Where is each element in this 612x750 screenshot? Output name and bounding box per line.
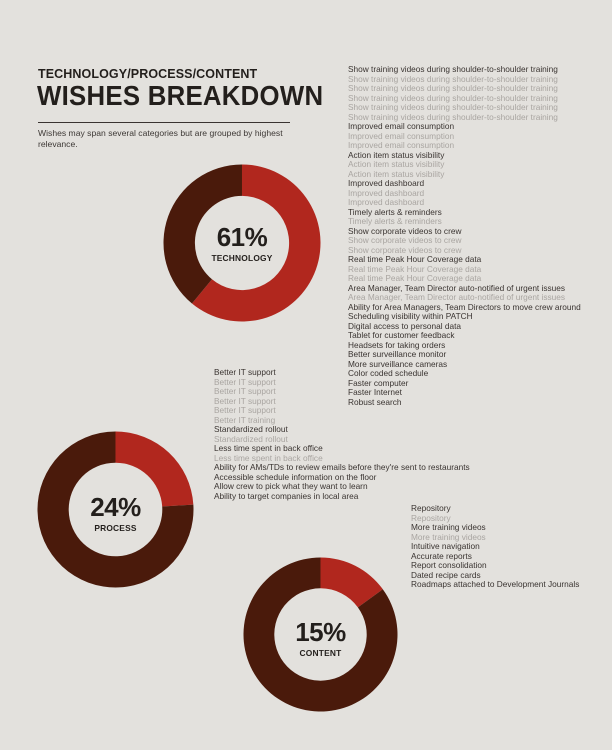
wish-item: Scheduling visibility within PATCH: [348, 311, 473, 321]
wish-item: Allow crew to pick what they want to lea…: [214, 481, 368, 491]
donut-remainder-slice: [37, 431, 194, 588]
wish-item: More surveillance cameras: [348, 358, 448, 369]
wish-item: Action item status visibility: [348, 149, 445, 160]
wish-item: Action item status visibility: [348, 168, 445, 179]
technology-donut-svg: [163, 164, 321, 322]
wish-item: Robust search: [348, 396, 402, 407]
donut-remainder-slice: [243, 557, 398, 712]
process-percent-label: 24%: [90, 492, 141, 522]
wish-item: Action item status visibility: [348, 159, 445, 169]
wish-item: Improved dashboard: [348, 187, 425, 198]
wish-item: Improved email consumption: [348, 121, 455, 131]
wish-item: Ability for Area Managers, Team Director…: [348, 301, 581, 312]
wish-item: Color coded schedule: [348, 368, 429, 378]
wish-item: Improved email consumption: [348, 140, 455, 150]
wish-item: Report consolidation: [411, 560, 487, 570]
wish-item: Accessible schedule information on the f…: [214, 471, 377, 482]
wish-item: Show training videos during shoulder-to-…: [348, 83, 558, 93]
wish-item: Digital access to personal data: [348, 320, 461, 331]
donut-share-slice: [320, 557, 383, 608]
technology-category-label: TECHNOLOGY: [211, 253, 273, 263]
wish-item: Timely alerts & reminders: [348, 206, 442, 217]
process-donut-svg: [37, 431, 194, 588]
content-wish-list: Repository Repository More training videos…: [411, 503, 580, 590]
wish-item: Repository: [411, 512, 451, 523]
wish-item: Headsets for taking orders: [348, 339, 446, 350]
header-subtitle: TECHNOLOGY/PROCESS/CONTENT: [38, 67, 258, 81]
wish-item: Real time Peak Hour Coverage data: [348, 273, 482, 283]
wish-item: Timely alerts & reminders: [348, 216, 442, 226]
wish-item: Show corporate videos to crew: [348, 235, 462, 245]
wish-item: Show corporate videos to crew: [348, 244, 462, 255]
wish-item: Repository: [411, 503, 451, 513]
wish-item: Less time spent in back office: [214, 443, 323, 453]
wish-item: More training videos: [411, 531, 486, 542]
technology-wish-list: Show training videos during shoulder-to-…: [348, 64, 581, 407]
donut-share-slice: [115, 431, 194, 507]
wish-item: Better surveillance monitor: [348, 349, 447, 359]
content-donut-svg: [243, 557, 398, 712]
wish-item: Improved email consumption: [348, 130, 455, 141]
content-donut-chart: 15% CONTENT: [243, 557, 398, 712]
donut-share-slice: [191, 164, 321, 322]
wish-item: Better IT training: [214, 414, 276, 425]
wish-item: Less time spent in back office: [214, 452, 323, 463]
wish-item: Faster computer: [348, 377, 409, 388]
wish-item: Ability to target companies in local are…: [214, 490, 359, 501]
wish-item: Show training videos during shoulder-to-…: [348, 73, 558, 84]
wish-item: Standardized rollout: [214, 433, 288, 444]
wish-item: More training videos: [411, 522, 486, 532]
wish-item: Show training videos during shoulder-to-…: [348, 64, 558, 74]
process-donut-chart: 24% PROCESS: [37, 431, 194, 588]
wish-item: Faster Internet: [348, 387, 402, 397]
wish-item: Area Manager, Team Director auto-notifie…: [348, 282, 566, 293]
wish-item: Ability for AMs/TDs to review emails bef…: [214, 462, 470, 472]
wish-item: Improved dashboard: [348, 178, 425, 188]
wish-item: Better IT support: [214, 367, 276, 377]
wish-item: Show training videos during shoulder-to-…: [348, 102, 558, 112]
technology-donut-chart: 61% TECHNOLOGY: [163, 164, 321, 322]
wish-item: Improved dashboard: [348, 197, 425, 207]
wish-item: Show training videos during shoulder-to-…: [348, 92, 558, 103]
wish-item: Standardized rollout: [214, 424, 288, 434]
wish-item: Show corporate videos to crew: [348, 225, 462, 236]
content-category-label: CONTENT: [299, 648, 342, 658]
wish-item: Better IT support: [214, 386, 276, 396]
header-note: Wishes may span several categories but a…: [38, 128, 283, 149]
wish-item: Accurate reports: [411, 550, 472, 561]
wish-item: Show training videos during shoulder-to-…: [348, 111, 558, 122]
wish-item: Intuitive navigation: [411, 541, 480, 551]
wish-item: Area Manager, Team Director auto-notifie…: [348, 292, 566, 302]
wish-item: Better IT support: [214, 395, 276, 406]
donut-remainder-slice: [163, 164, 242, 304]
page-title: WISHES BREAKDOWN: [37, 80, 324, 111]
wish-item: Better IT support: [214, 376, 276, 387]
wish-item: Dated recipe cards: [411, 569, 481, 580]
content-percent-label: 15%: [295, 617, 346, 647]
header-divider: [38, 122, 290, 123]
wish-item: Real time Peak Hour Coverage data: [348, 263, 482, 274]
wish-item: Tablet for customer feedback: [348, 330, 455, 340]
wish-item: Better IT support: [214, 405, 276, 415]
process-category-label: PROCESS: [94, 523, 137, 533]
wish-item: Roadmaps attached to Development Journal…: [411, 579, 580, 589]
wish-item: Real time Peak Hour Coverage data: [348, 254, 482, 264]
process-wish-list: Better IT support Better IT support Better…: [214, 367, 470, 501]
technology-percent-label: 61%: [216, 222, 268, 252]
